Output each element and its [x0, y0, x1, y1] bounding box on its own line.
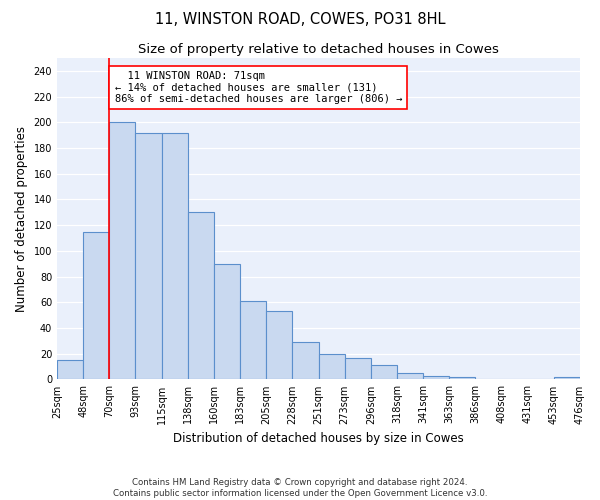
Bar [292, 342, 319, 380]
X-axis label: Distribution of detached houses by size in Cowes: Distribution of detached houses by size … [173, 432, 464, 445]
Bar [423, 376, 449, 380]
Bar [240, 301, 266, 380]
Bar [266, 312, 292, 380]
Text: 11 WINSTON ROAD: 71sqm
← 14% of detached houses are smaller (131)
86% of semi-de: 11 WINSTON ROAD: 71sqm ← 14% of detached… [115, 71, 402, 104]
Bar [449, 377, 475, 380]
Bar [554, 377, 580, 380]
Bar [188, 212, 214, 380]
Text: 11, WINSTON ROAD, COWES, PO31 8HL: 11, WINSTON ROAD, COWES, PO31 8HL [155, 12, 445, 28]
Bar [109, 122, 136, 380]
Bar [214, 264, 240, 380]
Bar [371, 366, 397, 380]
Bar [136, 132, 161, 380]
Bar [161, 132, 188, 380]
Bar [397, 373, 423, 380]
Bar [57, 360, 83, 380]
Bar [83, 232, 109, 380]
Title: Size of property relative to detached houses in Cowes: Size of property relative to detached ho… [138, 42, 499, 56]
Text: Contains HM Land Registry data © Crown copyright and database right 2024.
Contai: Contains HM Land Registry data © Crown c… [113, 478, 487, 498]
Bar [319, 354, 344, 380]
Bar [344, 358, 371, 380]
Y-axis label: Number of detached properties: Number of detached properties [15, 126, 28, 312]
